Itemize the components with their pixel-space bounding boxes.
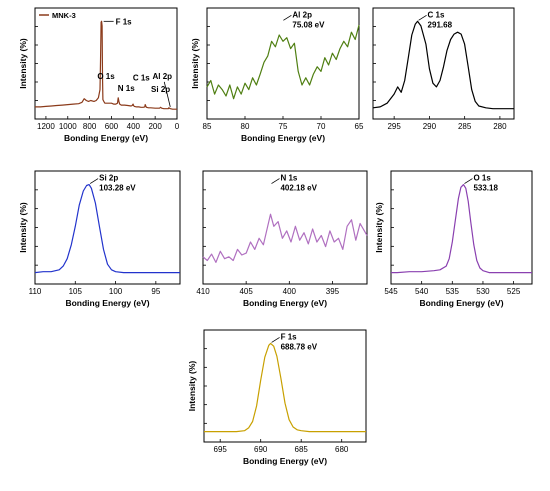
peak-arrow	[271, 178, 280, 184]
plot-frame	[34, 7, 178, 120]
series-line-survey	[35, 20, 177, 110]
peak-annotation: F 1s	[281, 332, 298, 341]
y-axis-label: Intensity (%)	[374, 202, 384, 253]
x-tick-label: 75	[279, 122, 288, 131]
peak-annotation: N 1s	[280, 174, 297, 183]
x-tick-label: 65	[355, 122, 364, 131]
peak-annotation: N 1s	[118, 84, 135, 93]
y-axis-label: Intensity (%)	[187, 361, 197, 412]
x-axis-label: Bonding Energy (eV)	[243, 298, 327, 308]
series-line-o1s	[391, 184, 532, 274]
peak-energy-annotation: 103.28 eV	[99, 184, 136, 193]
x-axis-label: Bonding Energy (eV)	[64, 133, 148, 143]
x-tick-label: 295	[387, 122, 401, 131]
peak-annotation: C 1s	[133, 74, 150, 83]
x-tick-label: 600	[105, 122, 119, 131]
panel-f1s: 695 690 685 680 Bonding Energy (eV) Intensity…	[187, 329, 367, 466]
y-axis-label: Intensity (%)	[18, 38, 28, 89]
peak-arrow	[464, 178, 473, 184]
peak-arrow	[283, 14, 292, 21]
x-axis-label: Bonding Energy (eV)	[65, 298, 149, 308]
x-tick-label: 690	[254, 445, 268, 454]
panel-al2p: 85 80 75 70 65 Bonding Energy (eV) Intensity (…	[190, 7, 364, 143]
peak-annotation: O 1s	[473, 174, 491, 183]
peak-annotation: Si 2p	[99, 174, 118, 183]
x-tick-label: 685	[295, 445, 309, 454]
series-line-n1s	[202, 213, 368, 263]
peak-energy-annotation: 533.18	[473, 184, 498, 193]
x-tick-label: 1000	[59, 122, 77, 131]
plot-frame	[390, 170, 533, 285]
x-tick-label: 105	[69, 287, 83, 296]
peak-energy-annotation: 688.78 eV	[281, 342, 318, 351]
x-axis-label: Bonding Energy (eV)	[419, 298, 503, 308]
legend-label: MNK-3	[52, 11, 76, 20]
peak-annotation: C 1s	[428, 10, 445, 19]
series-line-c1s	[372, 20, 514, 110]
peak-annotation: O 1s	[97, 72, 115, 81]
panel-o1s: 545 540 535 530 525 Bonding Energy (eV) Intens…	[374, 170, 533, 308]
x-axis-label: Bonding Energy (eV)	[241, 133, 325, 143]
x-tick-label: 695	[214, 445, 228, 454]
plot-frame	[206, 7, 360, 120]
x-tick-label: 280	[493, 122, 507, 131]
x-tick-label: 110	[29, 287, 42, 296]
x-tick-label: 85	[203, 122, 212, 131]
x-tick-label: 525	[507, 287, 521, 296]
peak-annotation: Al 2p	[152, 72, 172, 81]
panel-survey: 1200 1000 800 600 400 200 0 Bonding Energy (eV)…	[18, 7, 180, 143]
x-tick-label: 535	[446, 287, 460, 296]
x-tick-label: 100	[109, 287, 123, 296]
x-tick-label: 540	[415, 287, 429, 296]
x-tick-label: 80	[241, 122, 250, 131]
peak-arrow	[271, 337, 280, 343]
peak-arrow	[163, 81, 171, 107]
peak-energy-annotation: 402.18 eV	[280, 184, 317, 193]
x-tick-label: 95	[151, 287, 160, 296]
x-tick-label: 530	[476, 287, 490, 296]
x-tick-label: 285	[458, 122, 472, 131]
x-tick-label: 200	[148, 122, 162, 131]
x-tick-label: 400	[127, 122, 141, 131]
peak-arrow	[89, 178, 99, 184]
x-tick-label: 680	[335, 445, 349, 454]
x-axis-label: Bonding Energy (eV)	[243, 456, 327, 466]
x-tick-label: 410	[196, 287, 210, 296]
y-axis-label: Intensity (%)	[190, 38, 200, 89]
x-tick-label: 545	[384, 287, 398, 296]
peak-energy-annotation: 291.68	[428, 20, 453, 29]
peak-annotation: Al 2p	[292, 10, 312, 19]
x-tick-label: 0	[175, 122, 180, 131]
series-line-si2p	[34, 184, 180, 274]
peak-annotation: F 1s	[116, 17, 133, 26]
x-tick-label: 405	[239, 287, 253, 296]
x-tick-label: 400	[283, 287, 297, 296]
peak-annotation: Si 2p	[151, 85, 170, 94]
y-axis-label: Intensity (%)	[18, 202, 28, 253]
peak-energy-annotation: 75.08 eV	[292, 20, 325, 29]
panel-n1s: 410 405 400 395 Bonding Energy (eV) N 1s402.1…	[196, 170, 368, 308]
x-tick-label: 1200	[37, 122, 55, 131]
peak-arrow	[418, 14, 427, 21]
series-line-f1s	[204, 342, 366, 433]
x-tick-label: 800	[83, 122, 97, 131]
x-tick-label: 70	[317, 122, 326, 131]
x-tick-label: 395	[326, 287, 340, 296]
x-tick-label: 290	[423, 122, 437, 131]
series-line-al2p	[206, 24, 360, 100]
